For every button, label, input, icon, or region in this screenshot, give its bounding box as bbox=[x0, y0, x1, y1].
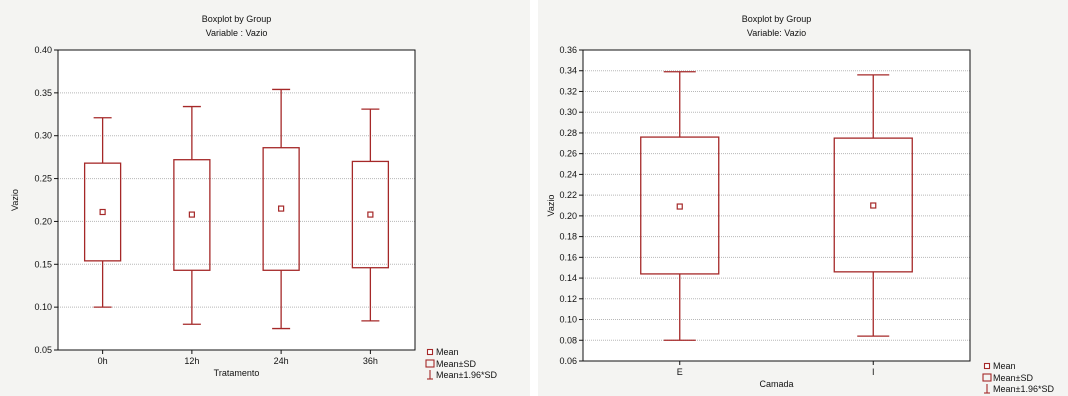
x-tick-label: E bbox=[677, 367, 683, 377]
y-tick-label: 0.34 bbox=[559, 66, 577, 76]
y-tick-label: 0.24 bbox=[559, 169, 577, 179]
legend-mean-label: Mean bbox=[436, 347, 459, 357]
y-tick-label: 0.30 bbox=[34, 131, 52, 141]
plot-area bbox=[583, 50, 970, 361]
chart-panel-camada: Boxplot by Group Variable: Vazio 0.06 0.08 0… bbox=[538, 0, 1068, 396]
y-axis-label: Vazio bbox=[10, 189, 20, 211]
legend-sd-symbol bbox=[425, 359, 435, 368]
y-tick-label: 0.35 bbox=[34, 88, 52, 98]
plot-area bbox=[58, 50, 415, 350]
sd-box bbox=[833, 137, 913, 273]
sd-box bbox=[83, 162, 122, 262]
y-tick-label: 0.05 bbox=[34, 345, 52, 355]
y-tick-label: 0.15 bbox=[34, 259, 52, 269]
chart-panel-tratamento: Boxplot by Group Variable : Vazio 0.05 0.10… bbox=[0, 0, 530, 396]
y-tick-label: 0.32 bbox=[559, 86, 577, 96]
y-tick-label: 0.22 bbox=[559, 190, 577, 200]
x-tick-label: 36h bbox=[363, 356, 378, 366]
legend-mean-label: Mean bbox=[993, 361, 1016, 371]
y-tick-label: 0.12 bbox=[559, 294, 577, 304]
x-axis-label: Camada bbox=[759, 379, 793, 389]
x-tick-label: I bbox=[872, 367, 875, 377]
sd-box bbox=[640, 136, 720, 275]
chart-subtitle: Variable : Vazio bbox=[206, 28, 268, 38]
y-tick-label: 0.25 bbox=[34, 174, 52, 184]
y-tick-label: 0.20 bbox=[559, 211, 577, 221]
plot-frame bbox=[57, 49, 416, 351]
x-tick-label: 0h bbox=[98, 356, 108, 366]
chart-title: Boxplot by Group bbox=[742, 14, 812, 24]
y-tick-label: 0.40 bbox=[34, 45, 52, 55]
x-axis-label: Tratamento bbox=[214, 368, 260, 378]
y-tick-label: 0.36 bbox=[559, 45, 577, 55]
mean-marker bbox=[99, 208, 106, 216]
mean-marker bbox=[676, 203, 683, 210]
y-tick-label: 0.06 bbox=[559, 356, 577, 366]
legend-mean-symbol bbox=[426, 348, 434, 356]
mean-marker bbox=[367, 211, 374, 218]
sd-box bbox=[351, 160, 390, 269]
y-tick-label: 0.08 bbox=[559, 335, 577, 345]
plot-frame bbox=[582, 49, 971, 362]
x-tick-label: 24h bbox=[274, 356, 289, 366]
legend-whisker-label: Mean±1.96*SD bbox=[436, 370, 497, 380]
y-tick-label: 0.18 bbox=[559, 232, 577, 242]
legend-sd-label: Mean±SD bbox=[436, 359, 476, 369]
sd-box bbox=[173, 159, 211, 271]
y-tick-label: 0.10 bbox=[34, 302, 52, 312]
x-tick-label: 12h bbox=[184, 356, 199, 366]
boxplot-tratamento: Boxplot by Group Variable : Vazio 0.05 0.10… bbox=[10, 14, 497, 380]
legend-mean-symbol bbox=[983, 362, 991, 370]
mean-marker bbox=[870, 202, 877, 209]
boxplot-camada: Boxplot by Group Variable: Vazio 0.06 0.08 0… bbox=[546, 14, 1054, 394]
legend-whisker-label: Mean±1.96*SD bbox=[993, 384, 1054, 394]
legend-sd-label: Mean±SD bbox=[993, 373, 1033, 383]
y-tick-label: 0.20 bbox=[34, 216, 52, 226]
y-tick-label: 0.14 bbox=[559, 273, 577, 283]
sd-box bbox=[262, 147, 300, 271]
legend-sd-symbol bbox=[982, 373, 992, 382]
y-tick-label: 0.28 bbox=[559, 128, 577, 138]
mean-marker bbox=[188, 211, 195, 218]
y-tick-label: 0.26 bbox=[559, 149, 577, 159]
y-tick-label: 0.30 bbox=[559, 107, 577, 117]
chart-subtitle: Variable: Vazio bbox=[747, 28, 806, 38]
y-tick-label: 0.10 bbox=[559, 315, 577, 325]
y-axis-label: Vazio bbox=[546, 195, 556, 217]
y-tick-label: 0.16 bbox=[559, 252, 577, 262]
mean-marker bbox=[278, 205, 285, 212]
chart-title: Boxplot by Group bbox=[202, 14, 272, 24]
